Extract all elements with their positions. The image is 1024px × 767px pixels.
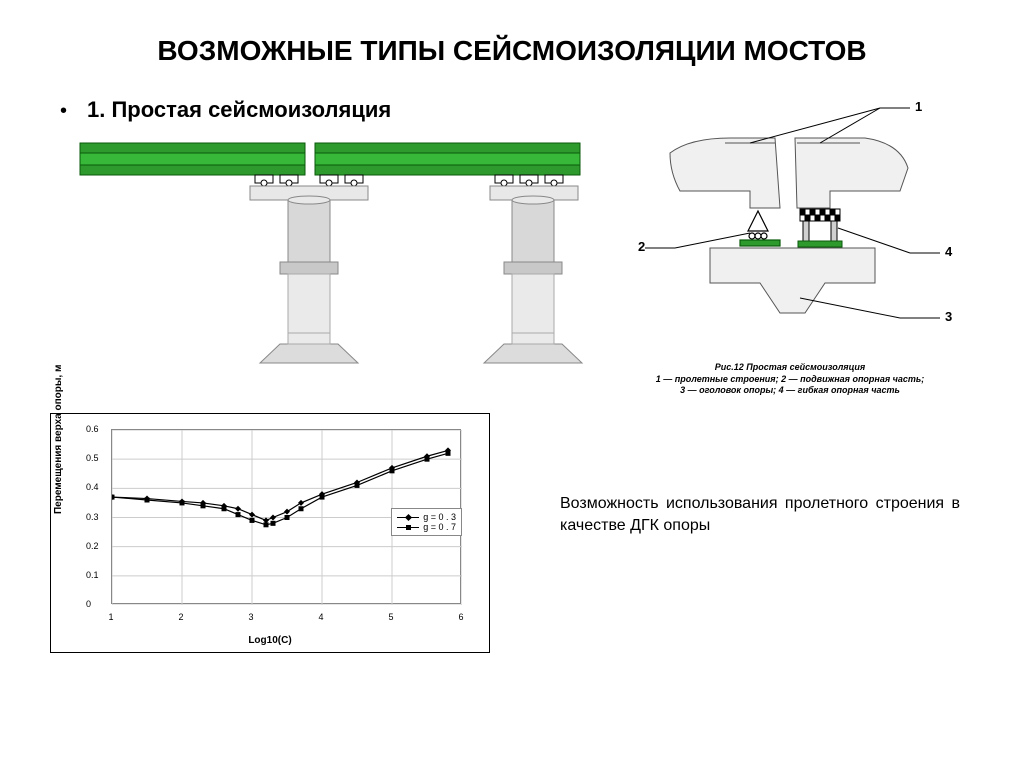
label-3: 3 <box>945 309 952 324</box>
chart-xlabel: Log10(C) <box>248 635 291 646</box>
chart-plot-area: g = 0 . 3 g = 0 . 7 <box>111 429 461 604</box>
xtick: 6 <box>458 612 463 622</box>
legend-item-2: g = 0 . 7 <box>397 522 456 532</box>
bridge-diagram <box>70 133 590 393</box>
ytick: 0.6 <box>86 424 99 434</box>
ytick: 0 <box>86 599 91 609</box>
label-2: 2 <box>638 239 645 254</box>
legend-label-1: g = 0 . 3 <box>423 512 456 522</box>
legend-item-1: g = 0 . 3 <box>397 512 456 522</box>
ytick: 0.5 <box>86 453 99 463</box>
ytick: 0.2 <box>86 541 99 551</box>
label-1: 1 <box>915 99 922 114</box>
detail-diagram: 1 2 4 3 Рис.12 Простая сейсмоизоляция 1 … <box>600 93 980 383</box>
ytick: 0.3 <box>86 512 99 522</box>
subtitle: 1. Простая сейсмоизоляция <box>87 97 391 123</box>
xtick: 3 <box>248 612 253 622</box>
caption-line2: 3 — оголовок опоры; 4 — гибкая опорная ч… <box>600 385 980 397</box>
right-text: Возможность использования пролетного стр… <box>560 493 960 653</box>
chart-legend: g = 0 . 3 g = 0 . 7 <box>391 508 462 536</box>
xtick: 1 <box>108 612 113 622</box>
chart: Перемещения верха опоры, м Log10(C) g = … <box>50 413 490 653</box>
page-title: ВОЗМОЖНЫЕ ТИПЫ СЕЙСМОИЗОЛЯЦИИ МОСТОВ <box>0 0 1024 67</box>
bullet-icon: • <box>60 100 67 123</box>
xtick: 5 <box>388 612 393 622</box>
label-4: 4 <box>945 244 953 259</box>
content-row: 1 2 4 3 Рис.12 Простая сейсмоизоляция 1 … <box>0 133 1024 393</box>
ytick: 0.4 <box>86 482 99 492</box>
caption-line1: 1 — пролетные строения; 2 — подвижная оп… <box>600 374 980 386</box>
ytick: 0.1 <box>86 570 99 580</box>
detail-caption: Рис.12 Простая сейсмоизоляция 1 — пролет… <box>600 362 980 397</box>
xtick: 2 <box>178 612 183 622</box>
bottom-row: Перемещения верха опоры, м Log10(C) g = … <box>0 413 1024 653</box>
xtick: 4 <box>318 612 323 622</box>
caption-title: Рис.12 Простая сейсмоизоляция <box>600 362 980 374</box>
chart-ylabel: Перемещения верха опоры, м <box>53 365 64 514</box>
legend-label-2: g = 0 . 7 <box>423 522 456 532</box>
